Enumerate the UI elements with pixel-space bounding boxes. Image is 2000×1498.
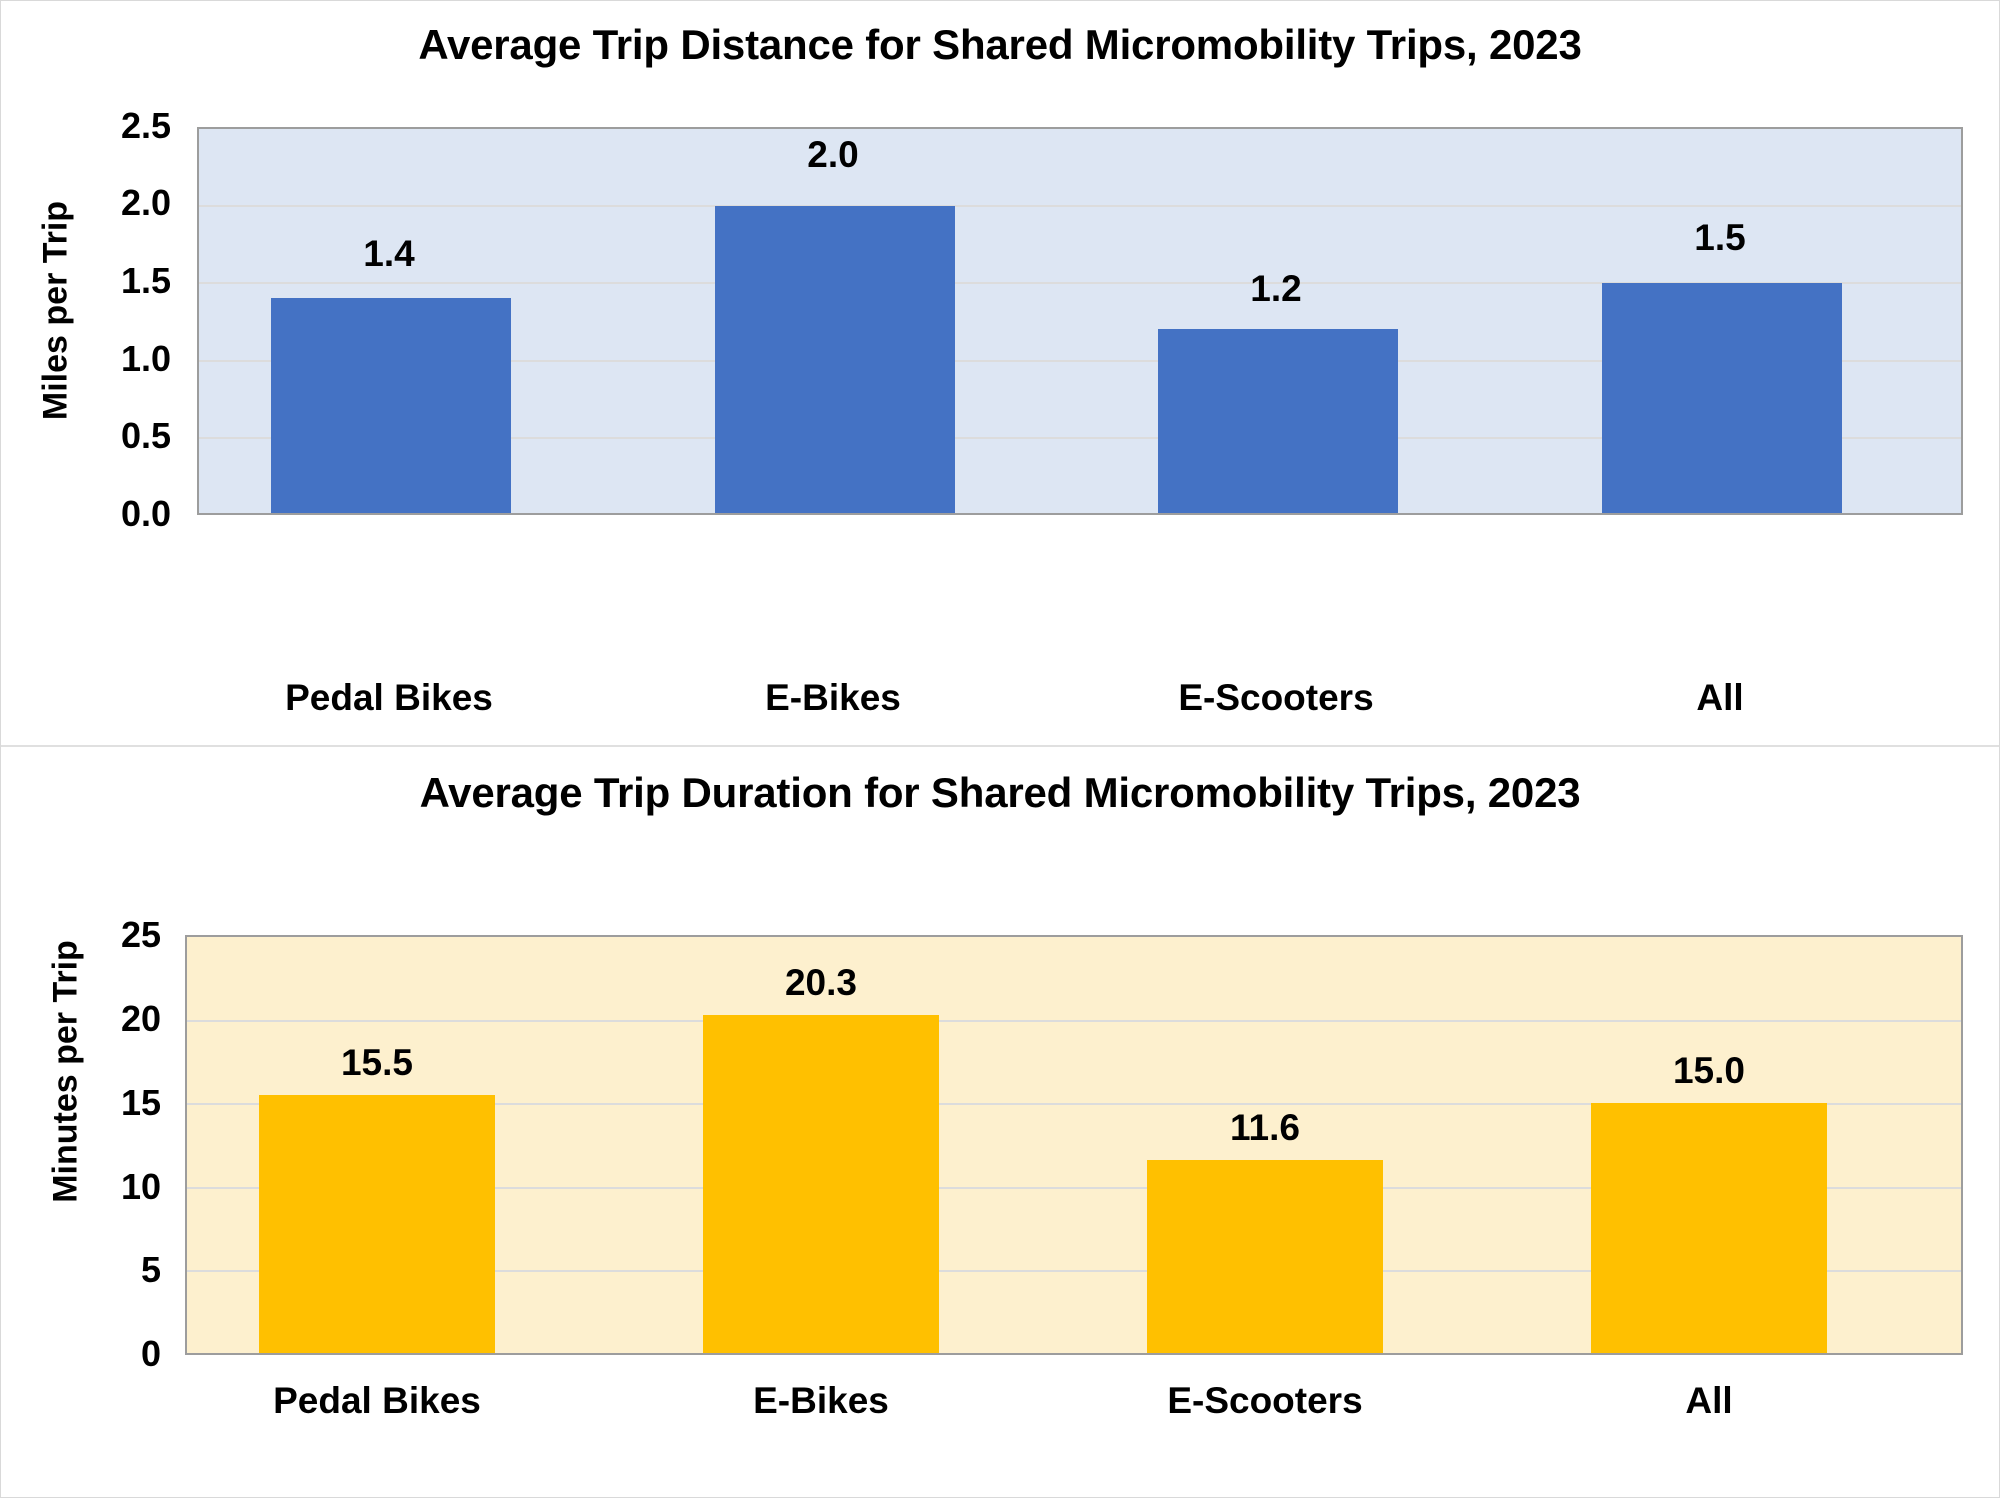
duration-bar-pedal-bikes — [259, 1095, 495, 1353]
duration-ytick-10: 10 — [120, 1166, 161, 1207]
duration-xtick-pedal-bikes: Pedal Bikes — [273, 1380, 481, 1421]
duration-ytick-0: 0 — [140, 1333, 161, 1374]
duration-gridline-5 — [187, 1270, 1961, 1272]
duration-value-pedal-bikes: 15.5 — [340, 1042, 413, 1083]
duration-ytick-5: 5 — [140, 1249, 161, 1290]
distance-ytick-2-5: 2.5 — [120, 105, 171, 146]
distance-value-all: 1.5 — [1694, 217, 1746, 258]
duration-gridline-15 — [187, 1103, 1961, 1105]
distance-xtick-pedal-bikes: Pedal Bikes — [285, 677, 493, 718]
distance-xtick-e-scooters: E-Scooters — [1178, 677, 1374, 718]
distance-value-e-bikes: 2.0 — [807, 134, 859, 175]
distance-ytick-0-0: 0.0 — [120, 493, 171, 534]
distance-ytick-1-0: 1.0 — [120, 338, 171, 379]
duration-value-e-scooters: 11.6 — [1230, 1107, 1300, 1148]
distance-chart-panel: Average Trip Distance for Shared Micromo… — [1, 1, 1999, 747]
distance-gridline-1-0 — [199, 360, 1961, 362]
distance-chart-title: Average Trip Distance for Shared Micromo… — [418, 21, 1582, 68]
duration-value-all: 15.0 — [1672, 1050, 1745, 1091]
duration-xtick-all: All — [1685, 1380, 1733, 1421]
duration-bar-e-scooters — [1147, 1160, 1383, 1353]
distance-ytick-2-0: 2.0 — [120, 182, 171, 223]
distance-gridline-0-5 — [199, 437, 1961, 439]
duration-value-e-bikes: 20.3 — [784, 962, 857, 1003]
distance-xtick-e-bikes: E-Bikes — [765, 677, 901, 718]
distance-xtick-all: All — [1696, 677, 1744, 718]
duration-chart-title: Average Trip Duration for Shared Micromo… — [419, 769, 1581, 816]
distance-ytick-1-5: 1.5 — [120, 260, 171, 301]
duration-chart-panel: Average Trip Duration for Shared Micromo… — [1, 747, 1999, 1497]
duration-ytick-20: 20 — [120, 998, 161, 1039]
distance-ytick-0-5: 0.5 — [120, 415, 171, 456]
distance-bar-all — [1602, 283, 1842, 513]
duration-xtick-e-bikes: E-Bikes — [753, 1380, 889, 1421]
distance-gridline-2-0 — [199, 205, 1961, 207]
distance-bar-e-scooters — [1158, 329, 1398, 513]
duration-ytick-15: 15 — [120, 1082, 161, 1123]
distance-plot-area — [197, 127, 1963, 515]
distance-value-e-scooters: 1.2 — [1250, 268, 1302, 309]
duration-ytick-25: 25 — [120, 914, 161, 955]
duration-xtick-e-scooters: E-Scooters — [1167, 1380, 1363, 1421]
duration-plot-area — [185, 935, 1963, 1355]
distance-bar-pedal-bikes — [271, 298, 511, 513]
distance-gridline-1-5 — [199, 282, 1961, 284]
duration-bar-e-bikes — [703, 1015, 939, 1353]
distance-value-pedal-bikes: 1.4 — [363, 233, 415, 274]
duration-bar-all — [1591, 1103, 1827, 1353]
duration-gridline-20 — [187, 1020, 1961, 1022]
duration-gridline-10 — [187, 1187, 1961, 1189]
distance-bar-e-bikes — [715, 206, 955, 513]
